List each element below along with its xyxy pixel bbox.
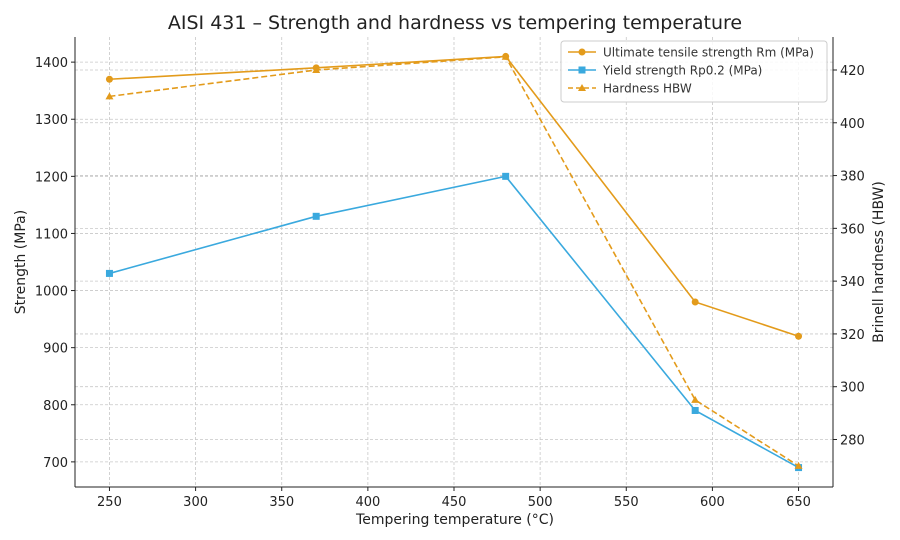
legend-label: Yield strength Rp0.2 (MPa) — [602, 64, 762, 78]
y-tick-label: 900 — [43, 342, 68, 357]
legend-marker — [578, 84, 586, 91]
y2-tick-label: 380 — [840, 170, 865, 185]
x-tick-label: 350 — [269, 495, 294, 510]
x-tick-label: 300 — [183, 495, 208, 510]
y2-tick-label: 360 — [840, 222, 865, 237]
x-tick-label: 650 — [786, 495, 811, 510]
x-axis-label: Tempering temperature (°C) — [355, 512, 554, 528]
y-tick-label: 1200 — [35, 170, 68, 185]
chart-title: AISI 431 – Strength and hardness vs temp… — [168, 12, 742, 34]
y2-tick-label: 320 — [840, 328, 865, 343]
y2-tick-label: 420 — [840, 64, 865, 79]
data-point — [691, 406, 699, 414]
data-point — [501, 52, 510, 60]
data-point — [312, 212, 320, 220]
data-point — [502, 172, 510, 180]
legend-marker — [578, 66, 586, 74]
y-axis-label: Strength (MPa) — [13, 210, 29, 314]
x-tick-label: 400 — [355, 495, 380, 510]
x-tick-label: 550 — [614, 495, 639, 510]
data-point — [105, 92, 114, 100]
y2-tick-label: 400 — [840, 117, 865, 132]
x-tick-label: 450 — [442, 495, 467, 510]
data-point — [105, 75, 113, 83]
data-point — [691, 395, 700, 403]
data-point — [795, 332, 803, 340]
y2-tick-label: 340 — [840, 275, 865, 290]
y-tick-label: 1000 — [35, 285, 68, 300]
y2-axis-label: Brinell hardness (HBW) — [871, 181, 887, 343]
legend-marker — [578, 48, 586, 56]
data-point — [794, 461, 803, 469]
y-tick-label: 700 — [43, 456, 68, 471]
data-point — [105, 269, 113, 277]
legend-box — [560, 40, 828, 103]
y-tick-label: 1400 — [35, 56, 68, 71]
y2-tick-label: 280 — [840, 433, 865, 448]
x-tick-label: 600 — [700, 495, 725, 510]
data-point — [312, 65, 321, 73]
y-tick-label: 800 — [43, 399, 68, 414]
y-tick-label: 1100 — [35, 227, 68, 242]
x-tick-label: 250 — [97, 495, 122, 510]
legend-label: Ultimate tensile strength Rm (MPa) — [603, 46, 814, 60]
legend-label: Hardness HBW — [603, 82, 692, 96]
x-tick-label: 500 — [528, 495, 553, 510]
data-point — [691, 298, 699, 306]
y-tick-label: 1300 — [35, 113, 68, 128]
y2-tick-label: 300 — [840, 381, 865, 396]
